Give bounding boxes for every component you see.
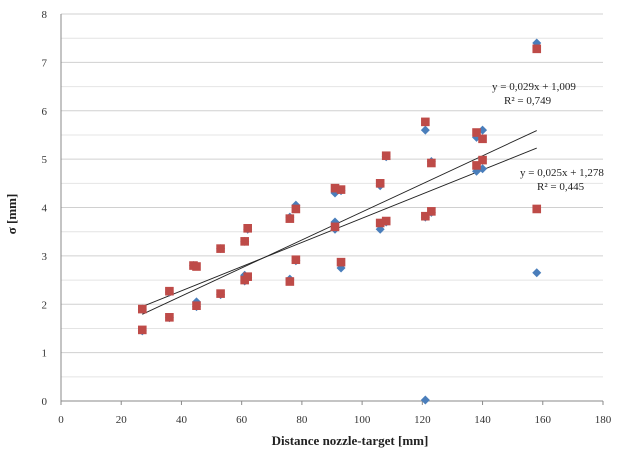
data-point-square (240, 237, 249, 246)
data-point-square (192, 262, 201, 271)
x-axis-title: Distance nozzle-target [mm] (272, 433, 429, 448)
data-point-square (472, 128, 481, 137)
trendline-equation-b: y = 0,029x + 1,009 (492, 81, 576, 93)
data-point-square (138, 304, 147, 314)
data-point-square (427, 158, 436, 168)
x-tick-label: 40 (176, 414, 188, 426)
data-point-square (381, 151, 391, 161)
data-point-diamond (420, 125, 430, 135)
y-tick-label: 7 (42, 57, 48, 69)
x-tick-label: 120 (414, 414, 431, 426)
x-tick-label: 0 (58, 414, 64, 426)
x-tick-label: 160 (535, 414, 552, 426)
trendline-r2-b: R² = 0,749 (504, 95, 552, 107)
data-point-square (478, 155, 487, 165)
trendline-equation-a: y = 0,025x + 1,278 (520, 167, 604, 179)
data-point-square (421, 211, 430, 221)
y-tick-label: 6 (42, 106, 48, 118)
data-point-square (336, 185, 346, 194)
data-point-square (291, 204, 301, 214)
y-tick-label: 5 (42, 154, 48, 166)
y-tick-label: 4 (42, 203, 48, 215)
data-point-square (216, 289, 225, 298)
data-point-square (216, 244, 225, 253)
x-tick-label: 140 (474, 414, 491, 426)
data-point-square (165, 286, 174, 296)
data-point-square (165, 313, 174, 322)
x-tick-label: 20 (116, 414, 128, 426)
data-point-square (243, 272, 252, 281)
y-tick-label: 1 (42, 348, 48, 360)
data-point-square (472, 161, 481, 170)
data-point-square (427, 207, 436, 216)
data-point-square (381, 216, 391, 226)
data-point-square (285, 277, 295, 286)
y-tick-label: 8 (42, 9, 48, 21)
data-point-square (532, 44, 542, 54)
data-point-square (291, 255, 301, 265)
data-point-square (532, 204, 542, 214)
data-point-square (138, 325, 147, 335)
data-point-square (478, 134, 487, 144)
data-point-diamond (532, 268, 542, 278)
y-tick-label: 0 (42, 396, 48, 408)
data-point-square (330, 183, 340, 193)
data-points (137, 38, 542, 405)
y-tick-labels: 0 1 2 3 4 5 6 7 8 (42, 9, 48, 408)
y-axis-title: σ [mm] (4, 194, 19, 235)
data-point-square (243, 224, 252, 233)
data-point-square (421, 117, 430, 127)
y-tick-label: 3 (42, 251, 48, 263)
axes (60, 14, 604, 405)
data-point-square (375, 179, 385, 188)
x-tick-label: 180 (595, 414, 612, 426)
trendline-r2-a: R² = 0,445 (537, 181, 585, 193)
data-point-square (330, 222, 340, 232)
data-point-square (192, 301, 201, 311)
data-point-diamond (420, 395, 430, 405)
trendline-b (142, 130, 537, 315)
trendlines (142, 130, 537, 315)
grid-lines (61, 13, 603, 378)
data-point-square (375, 218, 385, 228)
data-point-square (336, 257, 346, 267)
trendline-a (142, 147, 537, 307)
y-tick-label: 2 (42, 299, 48, 311)
data-point-square (285, 214, 295, 223)
x-tick-labels: 0 20 40 60 80 100 120 140 160 180 (58, 414, 612, 426)
x-tick-label: 60 (236, 414, 248, 426)
x-tick-label: 100 (354, 414, 371, 426)
x-tick-label: 80 (296, 414, 308, 426)
